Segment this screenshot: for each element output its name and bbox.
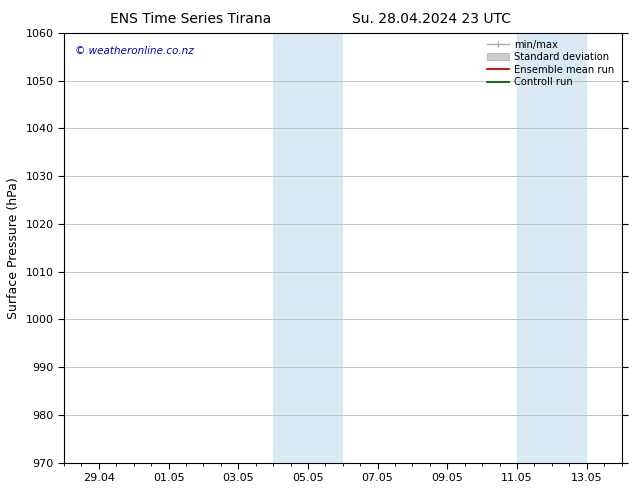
Text: ENS Time Series Tirana: ENS Time Series Tirana [110,12,271,26]
Legend: min/max, Standard deviation, Ensemble mean run, Controll run: min/max, Standard deviation, Ensemble me… [483,36,619,92]
Bar [517,33,586,463]
Text: © weatheronline.co.nz: © weatheronline.co.nz [75,46,194,56]
Bar [273,33,343,463]
Text: Su. 28.04.2024 23 UTC: Su. 28.04.2024 23 UTC [352,12,510,26]
Y-axis label: Surface Pressure (hPa): Surface Pressure (hPa) [7,177,20,318]
